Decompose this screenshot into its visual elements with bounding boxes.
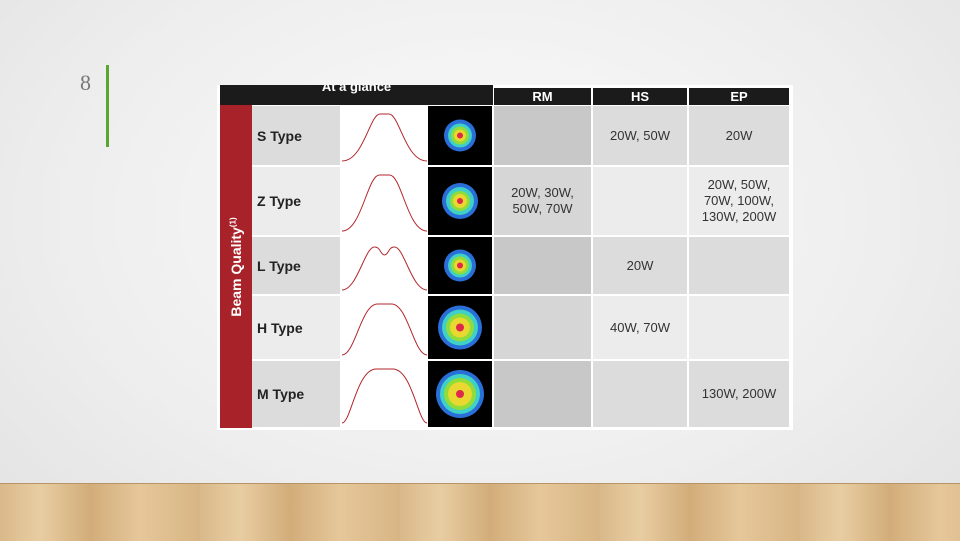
table: At a glance Beam Quality(1) RM HS EP S Type…: [217, 85, 793, 430]
profile-curve: [342, 113, 427, 162]
profile-curve: [342, 246, 427, 291]
cell: 20W: [593, 237, 687, 294]
slide-number: 8: [80, 70, 91, 95]
accent-bar: [106, 65, 109, 147]
spot-ring: [456, 323, 464, 332]
beam-profile: [342, 296, 427, 359]
side-label-bar: Beam Quality(1): [220, 105, 252, 428]
cell: [689, 296, 789, 359]
beam-spot: [428, 361, 492, 427]
table-caption: At a glance: [220, 85, 493, 105]
cell: 130W, 200W: [689, 361, 789, 427]
profile-curve: [342, 303, 427, 356]
spot-ring: [457, 198, 463, 204]
beam-profile: [342, 106, 427, 165]
beam-profile: [342, 167, 427, 235]
cell: [494, 296, 591, 359]
cell: [689, 237, 789, 294]
cell: 20W, 50W, 70W, 100W, 130W, 200W: [689, 167, 789, 235]
beam-spot: [428, 296, 492, 359]
profile-curve: [342, 368, 427, 424]
cell: [494, 106, 591, 165]
spot-ring: [457, 132, 463, 139]
beam-profile: [342, 237, 427, 294]
cell: 20W, 50W: [593, 106, 687, 165]
cell: 20W, 30W, 50W, 70W: [494, 167, 591, 235]
column-header: RM: [494, 88, 591, 105]
beam-spot: [428, 167, 492, 235]
beam-spot: [428, 237, 492, 294]
column-header: HS: [593, 88, 687, 105]
cell: [494, 237, 591, 294]
cell: [593, 361, 687, 427]
spot-ring: [456, 390, 464, 398]
cell: [494, 361, 591, 427]
column-header: EP: [689, 88, 789, 105]
side-label-note: (1): [228, 216, 238, 227]
cell: 20W: [689, 106, 789, 165]
row-label: M Type: [252, 361, 340, 427]
side-label: Beam Quality(1): [228, 217, 244, 316]
beam-profile: [342, 361, 427, 427]
row-label: S Type: [252, 106, 340, 165]
spot-ring: [457, 262, 463, 269]
row-label: Z Type: [252, 167, 340, 235]
row-label: L Type: [252, 237, 340, 294]
cell: 40W, 70W: [593, 296, 687, 359]
profile-curve: [342, 174, 427, 232]
beam-spot: [428, 106, 492, 165]
row-label: H Type: [252, 296, 340, 359]
floor: [0, 483, 960, 541]
side-label-text: Beam Quality: [228, 226, 244, 317]
cell: [593, 167, 687, 235]
